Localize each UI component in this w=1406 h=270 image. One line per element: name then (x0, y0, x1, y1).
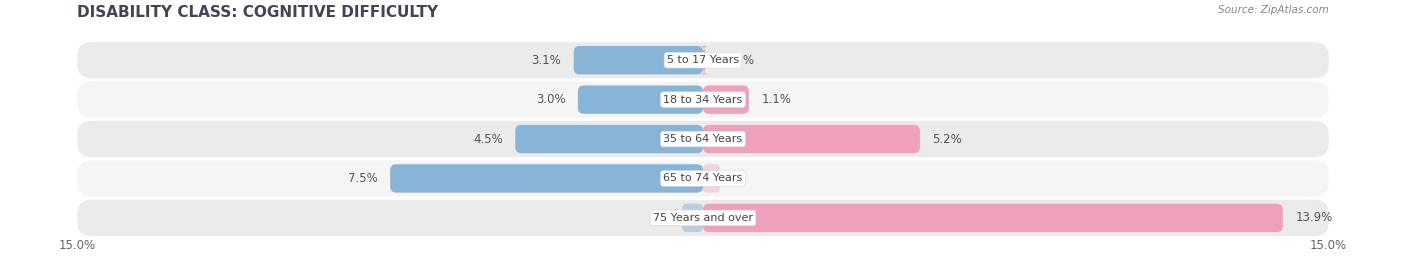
Text: 0.05%: 0.05% (717, 54, 755, 67)
Text: 65 to 74 Years: 65 to 74 Years (664, 173, 742, 184)
Text: 3.0%: 3.0% (536, 93, 565, 106)
Text: 4.5%: 4.5% (472, 133, 503, 146)
FancyBboxPatch shape (703, 85, 749, 114)
Text: 1.1%: 1.1% (762, 93, 792, 106)
Text: 5.2%: 5.2% (932, 133, 962, 146)
FancyBboxPatch shape (703, 125, 920, 153)
FancyBboxPatch shape (682, 204, 703, 232)
FancyBboxPatch shape (574, 46, 703, 75)
Text: 75 Years and over: 75 Years and over (652, 213, 754, 223)
Text: 18 to 34 Years: 18 to 34 Years (664, 94, 742, 105)
Text: 13.9%: 13.9% (1295, 211, 1333, 224)
Text: Source: ZipAtlas.com: Source: ZipAtlas.com (1218, 5, 1329, 15)
Text: DISABILITY CLASS: COGNITIVE DIFFICULTY: DISABILITY CLASS: COGNITIVE DIFFICULTY (77, 5, 439, 21)
FancyBboxPatch shape (77, 160, 1329, 197)
FancyBboxPatch shape (699, 46, 709, 75)
FancyBboxPatch shape (77, 42, 1329, 78)
Text: 0.0%: 0.0% (716, 172, 745, 185)
Text: 35 to 64 Years: 35 to 64 Years (664, 134, 742, 144)
FancyBboxPatch shape (703, 164, 720, 193)
Text: 5 to 17 Years: 5 to 17 Years (666, 55, 740, 65)
Text: 3.1%: 3.1% (531, 54, 561, 67)
FancyBboxPatch shape (77, 121, 1329, 157)
FancyBboxPatch shape (703, 204, 1282, 232)
Text: 0.0%: 0.0% (661, 211, 690, 224)
FancyBboxPatch shape (77, 82, 1329, 118)
FancyBboxPatch shape (515, 125, 703, 153)
Text: 7.5%: 7.5% (347, 172, 378, 185)
FancyBboxPatch shape (77, 200, 1329, 236)
FancyBboxPatch shape (578, 85, 703, 114)
FancyBboxPatch shape (391, 164, 703, 193)
